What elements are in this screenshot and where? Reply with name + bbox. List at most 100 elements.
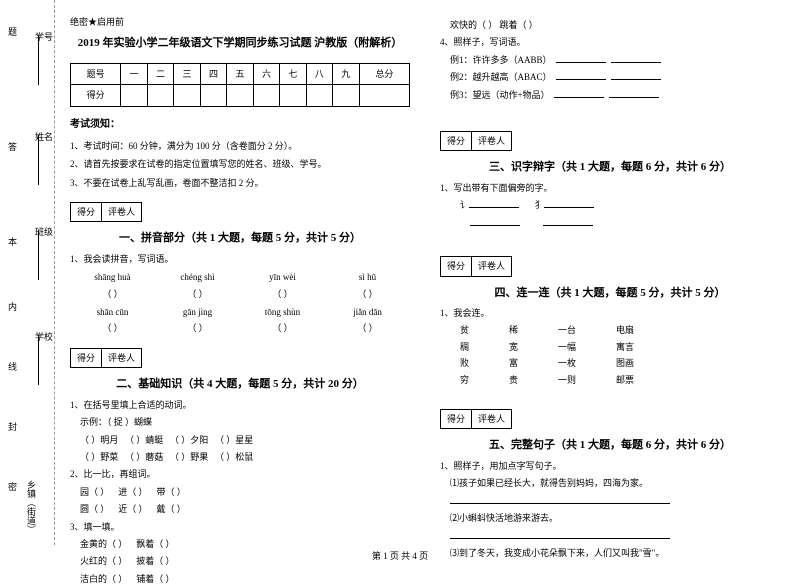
th: 七: [280, 63, 306, 84]
blank-line: [450, 529, 780, 543]
link-row: 贫稀一台电扇: [460, 323, 780, 337]
pinyin-row: shāng huà（ ） chéng shì（ ） yīn wèi（ ） sì …: [70, 270, 410, 301]
binding-margin: 学号 姓名 班级 学校 乡镇（街道） 题 答 本 内 线 封 密: [0, 0, 55, 545]
th: 题号: [71, 63, 121, 84]
pinyin: gān jìng: [168, 305, 228, 319]
seal-mark: 封: [8, 420, 17, 433]
bind-blank: [38, 230, 48, 280]
notice-item: 2、请首先按要求在试卷的指定位置填写您的姓名、班级、学号。: [70, 157, 410, 171]
th: 八: [306, 63, 332, 84]
bind-blank: [38, 135, 48, 185]
pinyin: shāng huà: [83, 270, 143, 284]
pinyin-item: sì hū （ ）: [338, 270, 398, 301]
score-table: 题号 一 二 三 四 五 六 七 八 九 总分 得分: [70, 63, 410, 107]
paren: （ ）: [338, 321, 398, 335]
section-title: 一、拼音部分（共 1 大题，每题 5 分，共计 5 分）: [70, 230, 410, 248]
example: 示例：（ 捉 ）蝴蝶: [80, 415, 410, 429]
pinyin-item: shān cūn（ ）: [83, 305, 143, 336]
th: 四: [200, 63, 226, 84]
seal-mark: 线: [8, 360, 17, 373]
th: 三: [174, 63, 200, 84]
grade-box: 得分 评卷人: [440, 409, 512, 429]
link-row: 穷贵一则邮票: [460, 373, 780, 387]
pinyin-item: gān jìng （ ）: [168, 305, 228, 336]
section-title: 五、完整句子（共 1 大题，每题 6 分，共计 6 分）: [440, 437, 780, 455]
section-title: 四、连一连（共 1 大题，每题 5 分，共计 5 分）: [440, 285, 780, 303]
seal-mark: 密: [8, 480, 17, 493]
page-footer: 第 1 页 共 4 页: [0, 549, 800, 562]
secret-label: 绝密★启用前: [70, 15, 410, 29]
sentence: ⑵小蝌蚪快活地游来游去。: [450, 511, 780, 525]
bind-blank: [38, 35, 48, 85]
td: 得分: [71, 85, 121, 106]
seal-mark: 题: [8, 25, 17, 38]
seal-mark: 答: [8, 140, 17, 153]
example: 例3：望远（动作+物品）: [450, 88, 780, 102]
bind-label-town: 乡镇（街道）: [25, 480, 38, 534]
paren: （ ）: [168, 321, 228, 335]
grade-reviewer: 评卷人: [102, 349, 141, 367]
bind-blank: [38, 335, 48, 385]
paren: （ ）: [168, 287, 228, 301]
sentence: ⑴孩子如果已经长大，就得告别妈妈，四海为家。: [450, 476, 780, 490]
pinyin: tōng shùn: [253, 305, 313, 319]
pinyin-item: jiǎn dān（ ）: [338, 305, 398, 336]
question: 1、在括号里填上合适的动词。: [70, 398, 410, 412]
grade-score: 得分: [441, 132, 472, 150]
question: 1、我会读拼音，写词语。: [70, 252, 410, 266]
th: 五: [227, 63, 253, 84]
grade-reviewer: 评卷人: [472, 257, 511, 275]
link-row: 稠宽一幅寓言: [460, 340, 780, 354]
section-title: 三、识字辩字（共 1 大题，每题 6 分，共计 6 分）: [440, 159, 780, 177]
fill-row: 欢快的（ ） 跳着（ ）: [450, 18, 780, 32]
fill-row: （ ）野菜 （ ）蘑菇 （ ）野果 （ ）松鼠: [80, 450, 410, 464]
paren: （ ）: [253, 287, 313, 301]
fill-row: 洁白的（ ） 铺着（ ）: [80, 572, 410, 586]
exam-title: 2019 年实验小学二年级语文下学期同步练习试题 沪教版（附解析）: [70, 35, 410, 53]
question: 4、照样子，写词语。: [440, 35, 780, 49]
pinyin-item: shāng huà（ ）: [83, 270, 143, 301]
pinyin: sì hū: [338, 270, 398, 284]
grade-box: 得分 评卷人: [70, 202, 142, 222]
pinyin: yīn wèi: [253, 270, 313, 284]
seal-mark: 本: [8, 235, 17, 248]
question: 1、写出带有下面偏旁的字。: [440, 181, 780, 195]
section-title: 二、基础知识（共 4 大题，每题 5 分，共计 20 分）: [70, 376, 410, 394]
notice-item: 3、不要在试卷上乱写乱画，卷面不整洁扣 2 分。: [70, 176, 410, 190]
question: 2、比一比，再组词。: [70, 467, 410, 481]
right-column: 欢快的（ ） 跳着（ ） 4、照样子，写词语。 例1：许许多多（AABB） 例2…: [440, 15, 780, 540]
grade-score: 得分: [441, 410, 472, 428]
pinyin: chéng shì: [168, 270, 228, 284]
grade-box: 得分 评卷人: [440, 256, 512, 276]
notice-item: 1、考试时间：60 分钟，满分为 100 分（含卷面分 2 分）。: [70, 139, 410, 153]
paren: （ ）: [83, 321, 143, 335]
example: 例1：许许多多（AABB）: [450, 53, 780, 67]
table-row: 得分: [71, 85, 410, 106]
grade-box: 得分 评卷人: [440, 131, 512, 151]
pinyin-item: chéng shì （ ）: [168, 270, 228, 301]
question: 3、填一填。: [70, 520, 410, 534]
seal-mark: 内: [8, 300, 17, 313]
question: 1、照样子，用加点字写句子。: [440, 459, 780, 473]
grade-box: 得分 评卷人: [70, 348, 142, 368]
th: 六: [253, 63, 279, 84]
pair-row: 圆（ ） 近（ ） 戴（ ）: [80, 502, 410, 516]
th: 二: [147, 63, 173, 84]
question: 1、我会连。: [440, 306, 780, 320]
fill-row: （ ）明月 （ ）蜻蜓 （ ）夕阳 （ ）星星: [80, 433, 410, 447]
radical-row: 讠 犭: [460, 198, 780, 212]
page: 学号 姓名 班级 学校 乡镇（街道） 题 答 本 内 线 封 密 绝密★启用前 …: [0, 0, 800, 545]
grade-reviewer: 评卷人: [472, 410, 511, 428]
th: 九: [333, 63, 359, 84]
grade-reviewer: 评卷人: [102, 203, 141, 221]
link-row: 败富一枚图画: [460, 356, 780, 370]
paren: （ ）: [338, 287, 398, 301]
pinyin-item: yīn wèi （ ）: [253, 270, 313, 301]
pinyin-item: tōng shùn（ ）: [253, 305, 313, 336]
th: 总分: [359, 63, 409, 84]
example: 例2：越升越高（ABAC）: [450, 70, 780, 84]
grade-reviewer: 评卷人: [472, 132, 511, 150]
grade-score: 得分: [71, 203, 102, 221]
grade-score: 得分: [71, 349, 102, 367]
pinyin-row: shān cūn（ ） gān jìng（ ） tōng shùn（ ） jiǎ…: [70, 305, 410, 336]
